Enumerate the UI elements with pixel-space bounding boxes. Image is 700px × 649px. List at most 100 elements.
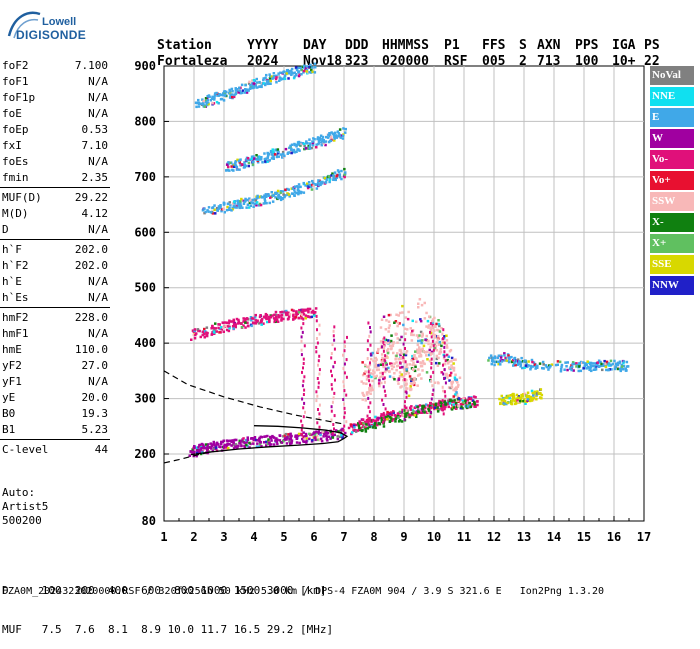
- spread-echo: [443, 350, 446, 354]
- echo-point: [245, 443, 248, 447]
- echo-point: [443, 362, 446, 366]
- echo-point: [416, 360, 419, 363]
- echo-point: [292, 76, 296, 80]
- param-value: 4.12: [81, 207, 109, 220]
- echo-point: [311, 179, 314, 183]
- legend-item: SSE: [650, 255, 694, 274]
- spread-echo: [432, 370, 435, 374]
- echo-point: [412, 410, 415, 413]
- param-value: N/A: [88, 75, 108, 88]
- echo-point: [609, 359, 613, 363]
- echo-point: [524, 400, 527, 403]
- spread-echo: [302, 366, 304, 370]
- echo-point: [437, 319, 440, 322]
- echo-point: [541, 366, 544, 370]
- echo-point: [398, 322, 401, 325]
- echo-point: [326, 431, 330, 435]
- echo-point: [249, 204, 252, 207]
- echo-point: [439, 350, 443, 354]
- echo-point: [214, 446, 218, 449]
- echo-point: [392, 410, 395, 413]
- echo-point: [611, 362, 615, 366]
- echo-point: [230, 87, 234, 91]
- echo-point: [251, 160, 255, 164]
- echo-point: [419, 318, 422, 321]
- echo-point: [255, 81, 259, 84]
- echo-point: [333, 137, 336, 140]
- echo-point: [491, 358, 494, 362]
- spread-echo: [402, 342, 405, 346]
- x-tick-label: 14: [547, 530, 561, 544]
- echo-point: [249, 316, 253, 319]
- echo-point: [313, 62, 317, 66]
- echo-point: [467, 397, 471, 400]
- echo-point: [300, 65, 304, 69]
- echo-point: [297, 311, 301, 314]
- header-value: 713: [537, 54, 560, 69]
- spread-echo: [318, 403, 321, 407]
- echo-point: [252, 82, 255, 85]
- echo-point: [450, 386, 454, 389]
- echo-point: [288, 146, 291, 150]
- echo-point: [252, 155, 255, 158]
- echo-point: [336, 169, 340, 172]
- echo-point: [436, 335, 440, 338]
- echo-point: [222, 439, 225, 442]
- x-tick-label: 7: [340, 530, 347, 544]
- echo-point: [305, 141, 308, 144]
- param-value: 29.22: [74, 191, 108, 204]
- echo-point: [281, 77, 284, 81]
- echo-point: [268, 159, 271, 162]
- echo-point: [260, 196, 263, 199]
- param-row: fxI 7.10: [0, 138, 112, 154]
- y-tick-label: 700: [134, 170, 156, 184]
- echo-point: [218, 93, 221, 96]
- echo-point: [297, 432, 301, 436]
- echo-point: [425, 354, 428, 357]
- echo-point: [275, 153, 278, 156]
- param-label: C-level: [2, 443, 49, 456]
- spread-echo: [442, 372, 445, 376]
- param-row: D N/A: [0, 222, 112, 238]
- spread-echo: [342, 398, 345, 401]
- echo-point: [400, 365, 404, 369]
- y-tick-label: 200: [134, 447, 156, 461]
- param-row: hmF1 N/A: [0, 326, 112, 342]
- echo-point: [398, 311, 402, 315]
- header-label: P1: [444, 38, 460, 53]
- echo-point: [279, 190, 283, 193]
- echo-point: [560, 365, 563, 369]
- x-tick-label: 15: [577, 530, 591, 544]
- echo-point: [252, 321, 256, 325]
- param-label: foF1p: [2, 91, 36, 104]
- echo-point: [275, 155, 279, 159]
- echo-point: [571, 361, 575, 364]
- echo-point: [195, 105, 198, 109]
- echo-point: [537, 392, 541, 395]
- echo-point: [404, 406, 407, 410]
- echo-point: [246, 321, 249, 324]
- legend-item: SSW: [650, 192, 694, 211]
- echo-point: [364, 399, 367, 402]
- echo-point: [593, 368, 597, 371]
- header-value: 2024: [247, 54, 278, 69]
- echo-point: [453, 378, 457, 381]
- echo-point: [363, 372, 366, 375]
- echo-point: [450, 360, 453, 363]
- spread-echo: [302, 379, 305, 383]
- echo-point: [455, 387, 458, 391]
- echo-point: [622, 361, 625, 365]
- header-table: Station YYYY DAY DDD HHMMSS P1 FFS S AXN PPS IGA PS…: [157, 38, 660, 69]
- echo-point: [505, 359, 508, 362]
- echo-point: [301, 142, 305, 145]
- echo-point: [376, 423, 379, 427]
- echo-point: [287, 315, 291, 318]
- echo-point: [251, 440, 254, 444]
- echo-point: [454, 389, 457, 393]
- echo-point: [397, 382, 400, 385]
- echo-point: [197, 450, 200, 454]
- spread-echo: [315, 350, 318, 354]
- echo-point: [323, 140, 326, 144]
- echo-point: [288, 440, 291, 443]
- echo-point: [206, 101, 209, 105]
